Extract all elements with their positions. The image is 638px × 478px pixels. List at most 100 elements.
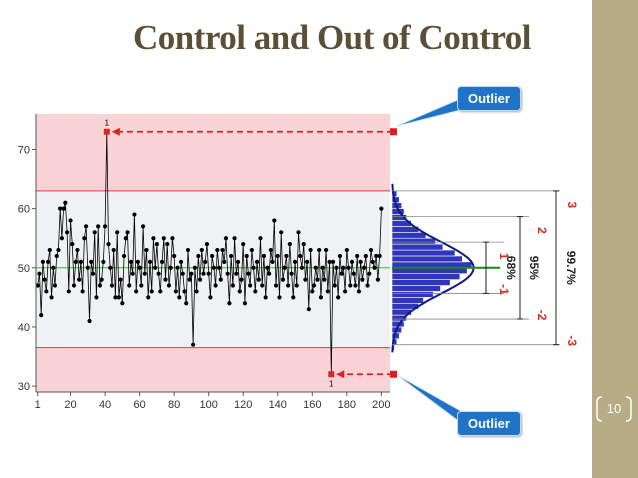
data-point bbox=[343, 289, 348, 294]
data-point bbox=[206, 271, 211, 276]
data-point bbox=[99, 277, 104, 282]
data-point bbox=[135, 259, 140, 264]
callout-pointer-bottom bbox=[396, 374, 467, 423]
data-point bbox=[80, 289, 85, 294]
sigma-label: 1 bbox=[497, 253, 511, 260]
data-point bbox=[96, 224, 101, 229]
sigma-label: 3 bbox=[565, 202, 579, 209]
slide-title: Control and Out of Control bbox=[133, 18, 531, 57]
data-point bbox=[196, 253, 201, 259]
data-point bbox=[106, 242, 111, 247]
data-point bbox=[273, 283, 279, 288]
data-point bbox=[64, 230, 70, 235]
data-point bbox=[279, 230, 284, 235]
data-point bbox=[153, 265, 158, 270]
data-point bbox=[220, 247, 225, 253]
x-tick-label: 140 bbox=[269, 399, 287, 411]
data-point bbox=[375, 277, 381, 282]
sigma-label: 2 bbox=[535, 227, 549, 234]
annotations: 3 2 1 -1 -2 -3 68% 95% 99.7% bbox=[111, 98, 579, 423]
data-point bbox=[172, 253, 177, 259]
data-point bbox=[139, 283, 144, 288]
data-point bbox=[134, 289, 139, 294]
x-tick-label: 160 bbox=[303, 399, 321, 411]
data-point bbox=[258, 236, 263, 241]
data-point bbox=[132, 212, 137, 217]
data-point bbox=[336, 295, 341, 300]
y-tick-label: 70 bbox=[18, 144, 30, 156]
data-point bbox=[223, 236, 229, 241]
data-point bbox=[241, 242, 246, 247]
data-point bbox=[237, 289, 242, 294]
data-point bbox=[156, 271, 161, 276]
data-point bbox=[102, 224, 108, 229]
y-tick-label: 60 bbox=[18, 204, 30, 216]
outlier-label: 1 bbox=[105, 119, 110, 128]
outlier-point bbox=[328, 371, 335, 378]
data-point bbox=[159, 259, 165, 264]
data-point bbox=[58, 206, 63, 211]
data-point bbox=[187, 277, 192, 282]
data-point bbox=[68, 218, 73, 223]
data-point bbox=[324, 247, 329, 253]
data-point bbox=[249, 247, 254, 253]
data-point bbox=[154, 242, 159, 247]
data-point bbox=[325, 289, 330, 294]
data-point bbox=[42, 277, 47, 282]
x-tick-label: 120 bbox=[234, 399, 252, 411]
data-point bbox=[140, 224, 146, 229]
data-point bbox=[305, 259, 310, 264]
data-point bbox=[356, 289, 362, 294]
data-point bbox=[239, 277, 244, 282]
data-point bbox=[377, 253, 382, 259]
data-point bbox=[178, 259, 184, 264]
outlier-arrowhead bbox=[111, 127, 120, 136]
data-point bbox=[244, 253, 249, 259]
data-point bbox=[322, 277, 327, 282]
data-point bbox=[218, 277, 223, 282]
coverage-label: 68% bbox=[504, 256, 518, 280]
data-point bbox=[82, 236, 87, 241]
x-tick-label: 40 bbox=[99, 399, 111, 411]
data-point bbox=[254, 259, 260, 264]
data-point bbox=[120, 301, 125, 306]
data-point bbox=[330, 259, 336, 264]
data-point bbox=[225, 271, 230, 276]
data-point bbox=[115, 230, 120, 235]
data-point bbox=[47, 247, 52, 253]
histogram-bar bbox=[391, 255, 463, 263]
data-point bbox=[346, 265, 351, 270]
data-point bbox=[83, 224, 89, 229]
data-point bbox=[361, 265, 367, 270]
data-point bbox=[40, 259, 46, 264]
data-point bbox=[267, 271, 272, 276]
data-point bbox=[299, 265, 305, 270]
data-point bbox=[185, 247, 191, 253]
data-point bbox=[78, 259, 83, 264]
data-point bbox=[365, 283, 370, 288]
data-point bbox=[52, 283, 58, 288]
data-point bbox=[118, 277, 123, 282]
data-point bbox=[230, 283, 235, 288]
data-point bbox=[166, 283, 172, 288]
coverage-label: 95% bbox=[527, 256, 541, 280]
data-point bbox=[311, 283, 317, 288]
x-tick-label: 1 bbox=[35, 399, 41, 411]
outlier-arrowhead bbox=[336, 370, 345, 379]
data-point bbox=[125, 230, 130, 235]
data-point bbox=[90, 271, 96, 276]
data-point bbox=[344, 247, 349, 253]
data-point bbox=[355, 253, 360, 259]
data-point bbox=[73, 259, 78, 264]
data-point bbox=[92, 230, 97, 235]
data-point bbox=[63, 200, 68, 205]
data-point bbox=[310, 289, 315, 294]
data-point bbox=[292, 259, 298, 264]
data-point bbox=[251, 265, 256, 270]
data-point bbox=[49, 295, 54, 300]
data-point bbox=[315, 277, 320, 282]
data-point bbox=[101, 259, 106, 264]
data-point bbox=[260, 283, 265, 288]
histogram-bar bbox=[391, 291, 434, 298]
data-point bbox=[201, 271, 206, 276]
